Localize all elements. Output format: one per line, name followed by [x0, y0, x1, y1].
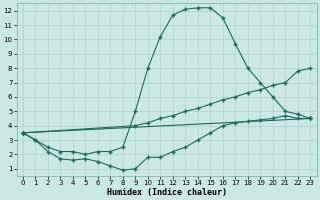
X-axis label: Humidex (Indice chaleur): Humidex (Indice chaleur): [107, 188, 227, 197]
